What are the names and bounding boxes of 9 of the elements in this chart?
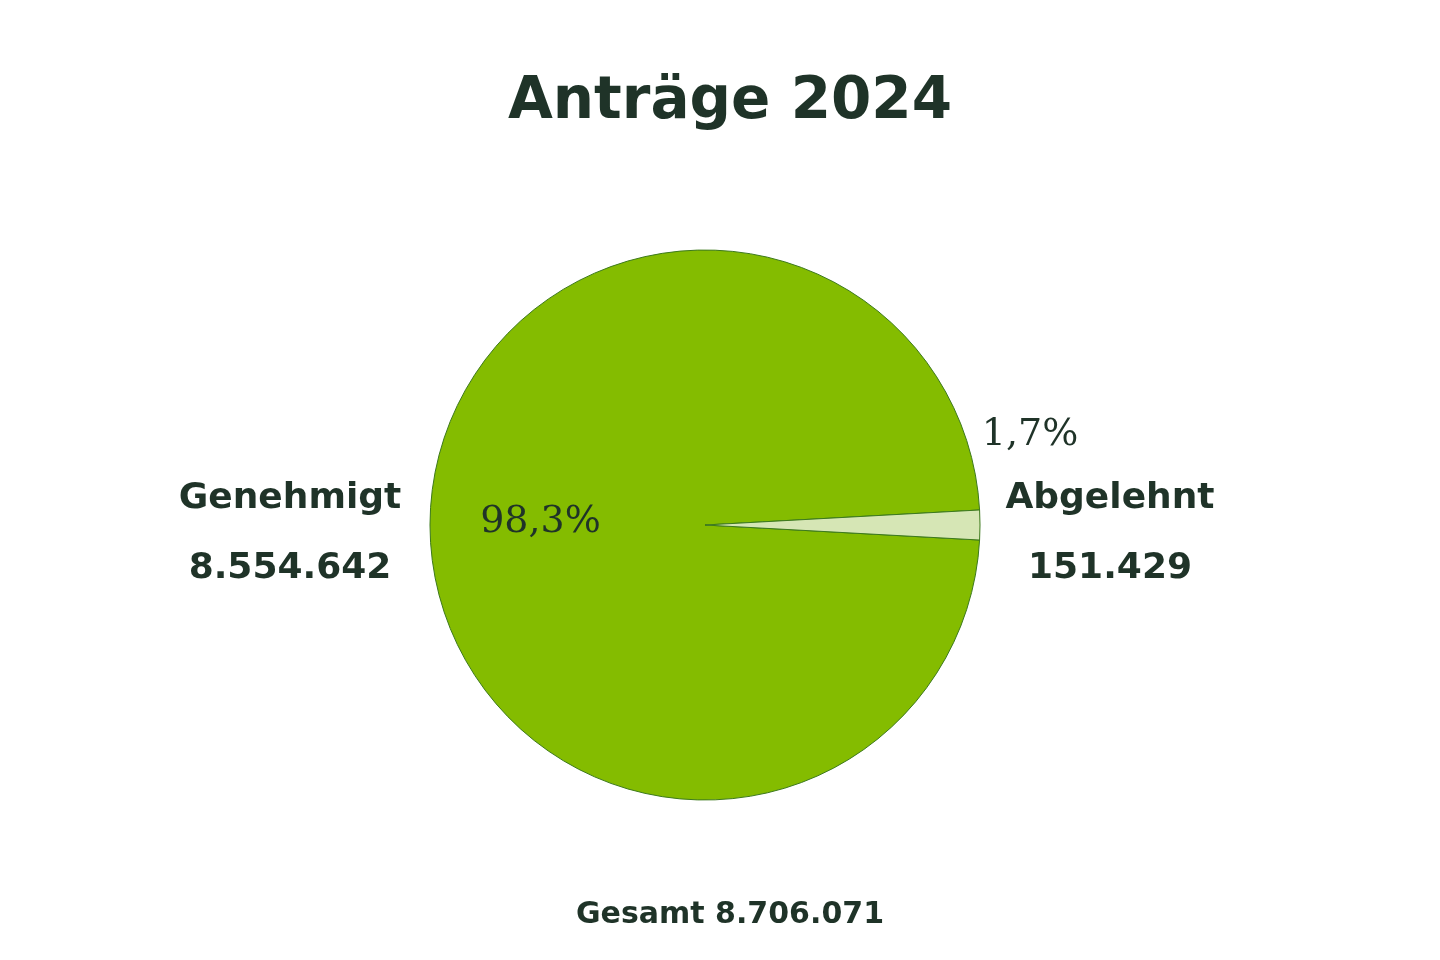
pie-slice (429, 249, 981, 801)
text: 1,7% (981, 410, 1079, 454)
text: 98,3% (480, 497, 601, 541)
data-label: 8.554.642 (188, 545, 392, 586)
text: Gesamt 8.706.071 (575, 895, 885, 930)
chart-title: Anträge 2024 (507, 64, 953, 132)
slice-label: Abgelehnt (1005, 475, 1215, 516)
slice-label: Genehmigt (178, 475, 402, 516)
data-label: 151.429 (1028, 545, 1192, 586)
